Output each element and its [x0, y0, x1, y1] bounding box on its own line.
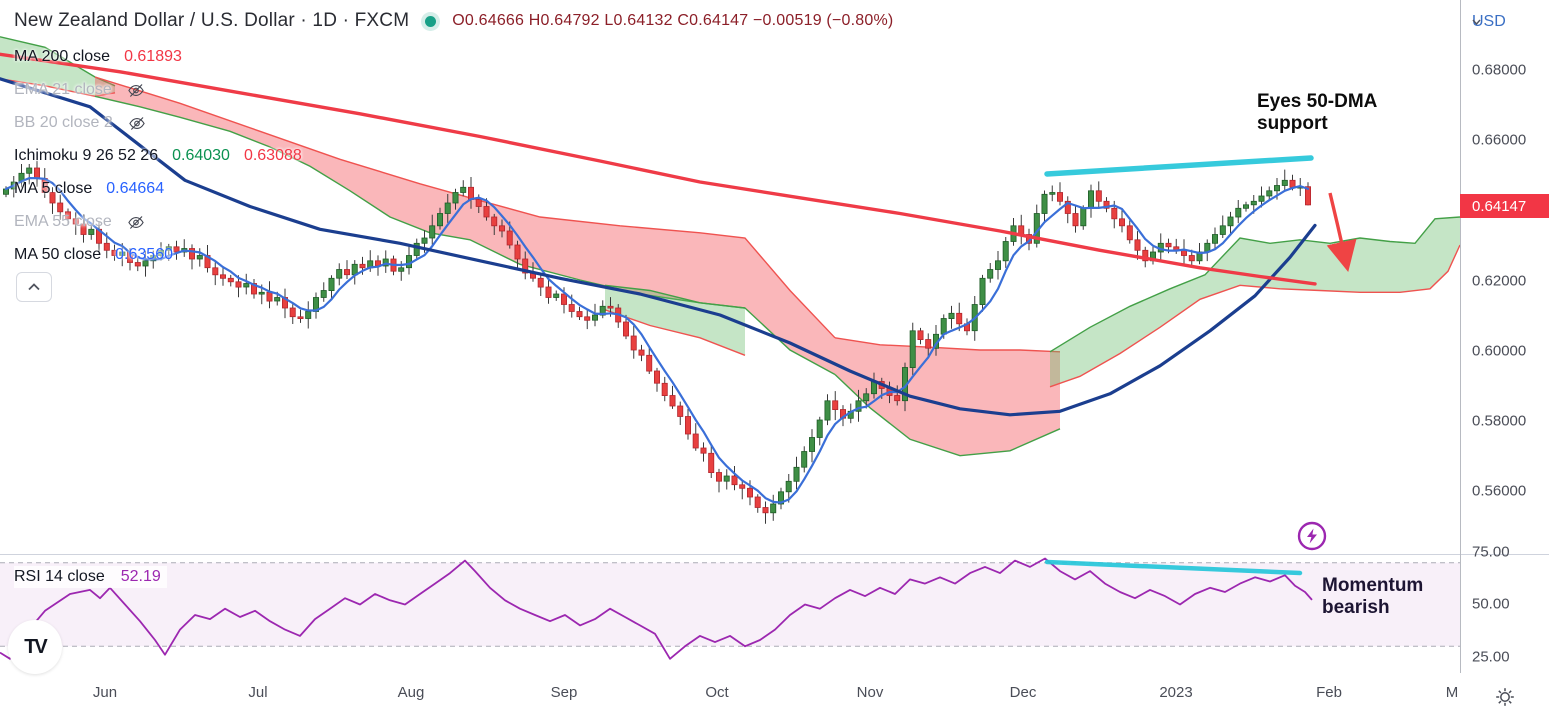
chart-header: New Zealand Dollar / U.S. Dollar · 1D · …	[14, 10, 893, 32]
market-status-dot[interactable]	[425, 15, 437, 27]
month-label: Jul	[248, 684, 268, 701]
tradingview-logo[interactable]: TV	[8, 620, 62, 674]
rsi-tick-label: 50.00	[1472, 595, 1510, 613]
lightning-icon	[1297, 521, 1327, 551]
rsi-tick-label: 75.00	[1472, 543, 1510, 561]
legend-row-ichimoku-9-26-52-26[interactable]: Ichimoku 9 26 52 26 0.64030 0.63088	[14, 145, 302, 167]
month-label: M	[1445, 684, 1459, 701]
annotation-momentum-bearish[interactable]: Momentum bearish	[1322, 575, 1423, 619]
price-tick-label: 0.60000	[1472, 342, 1527, 360]
legend-label: MA 200 close	[14, 48, 111, 65]
month-label: Aug	[397, 684, 425, 701]
rsi-legend-label: RSI 14 close	[14, 568, 105, 585]
legend-label: EMA 55 close	[14, 213, 112, 230]
price-chart-canvas[interactable]	[0, 0, 1460, 555]
time-axis[interactable]: Jun Jul Aug Sep Oct Nov Dec 2023 Feb M	[0, 673, 1549, 715]
legend-value: 0.63088	[243, 147, 302, 164]
legend-row-ma-50-close[interactable]: MA 50 close 0.63560	[14, 244, 173, 266]
month-label: Feb	[1316, 684, 1342, 701]
price-tick-label: 0.58000	[1472, 412, 1527, 430]
legend-row-bb-20-close-2[interactable]: BB 20 close 2	[14, 112, 145, 134]
chevron-down-icon	[1472, 19, 1481, 25]
legend-row-ema-55-close[interactable]: EMA 55 close	[14, 211, 144, 233]
legend-row-ma-5-close[interactable]: MA 5 close 0.64664	[14, 178, 164, 200]
legend-row-ma-200-close[interactable]: MA 200 close 0.61893	[14, 46, 182, 68]
annotation-line: support	[1257, 113, 1328, 134]
ohlc-values: O0.64666 H0.64792 L0.64132 C0.64147 −0.0…	[452, 12, 894, 29]
price-tick-label: 0.66000	[1472, 131, 1527, 149]
annotation-line: Momentum	[1322, 575, 1424, 596]
annotation-line: Eyes 50-DMA	[1257, 91, 1378, 112]
price-tick-label: 0.68000	[1472, 61, 1527, 79]
symbol-title[interactable]: New Zealand Dollar / U.S. Dollar · 1D · …	[14, 10, 410, 31]
currency-dropdown[interactable]: USD	[1472, 13, 1506, 31]
currency-label: USD	[1472, 13, 1506, 30]
price-axis[interactable]: USD 0.64147 0.68000 0.66000 0.62000 0.60000…	[1460, 0, 1549, 673]
month-label: Sep	[550, 684, 578, 701]
legend-value: 0.63560	[115, 246, 173, 263]
rsi-legend[interactable]: RSI 14 close 52.19	[14, 566, 167, 588]
legend-label: MA 50 close	[14, 246, 102, 263]
legend-label: Ichimoku 9 26 52 26	[14, 147, 159, 164]
flash-idea-button[interactable]	[1297, 521, 1327, 551]
legend-label: EMA 21 close	[14, 81, 112, 98]
settings-button[interactable]	[1492, 684, 1518, 710]
gear-icon	[1496, 688, 1514, 706]
legend-value: 0.64664	[106, 180, 165, 197]
month-label: Jun	[92, 684, 118, 701]
month-label: Oct	[705, 684, 729, 701]
legend-collapse-button[interactable]	[16, 272, 52, 302]
legend-label: MA 5 close	[14, 180, 93, 197]
rsi-legend-value: 52.19	[120, 568, 161, 585]
last-price-badge: 0.64147	[1460, 194, 1549, 218]
price-tick-label: 0.56000	[1472, 482, 1527, 500]
legend-label: BB 20 close 2	[14, 114, 113, 131]
price-tick-label: 0.62000	[1472, 272, 1527, 290]
tv-logo-glyph: TV	[24, 635, 48, 658]
rsi-tick-label: 25.00	[1472, 648, 1510, 666]
month-label: Dec	[1009, 684, 1037, 701]
pane-separator[interactable]	[0, 554, 1549, 555]
annotation-line: bearish	[1322, 597, 1390, 618]
chevron-up-icon	[28, 283, 40, 291]
price-axis-border	[1460, 0, 1461, 715]
legend-row-ema-21-close[interactable]: EMA 21 close	[14, 79, 144, 101]
legend-value: 0.64030	[172, 147, 230, 164]
legend-value: 0.61893	[124, 48, 182, 65]
month-label: Nov	[856, 684, 884, 701]
rsi-chart-canvas[interactable]	[0, 555, 1460, 673]
annotation-eyes-50dma[interactable]: Eyes 50-DMA support	[1257, 91, 1377, 135]
month-label: 2023	[1159, 684, 1193, 701]
